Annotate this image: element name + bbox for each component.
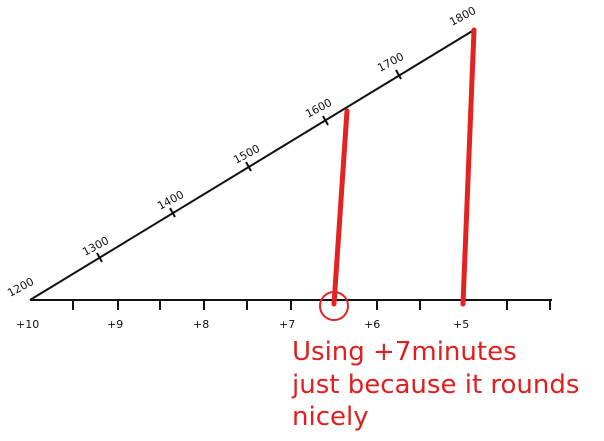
note-line-2: just because it rounds [291, 370, 579, 400]
note-line-3: nicely [292, 402, 369, 432]
baseline-ticks [72, 300, 551, 310]
diag-label-1800: 1800 [447, 4, 478, 29]
base-label-plus5: +5 [453, 318, 469, 331]
projection-line-1800 [460, 27, 477, 307]
diagonal-ticks [96, 69, 402, 263]
crossing-circle [319, 291, 349, 321]
base-label-plus6: +6 [364, 318, 380, 331]
base-label-plus9: +9 [107, 318, 123, 331]
base-label-plus8: +8 [193, 318, 209, 331]
diag-label-1700: 1700 [375, 50, 406, 75]
base-label-plus10: +10 [16, 318, 39, 331]
note-line-1: Using +7minutes [292, 337, 517, 367]
base-label-plus7: +7 [279, 318, 295, 331]
diag-label-1200: 1200 [5, 275, 36, 300]
diagonal-scale-line [29, 29, 475, 301]
diag-label-1300: 1300 [80, 234, 111, 259]
projection-line-1600 [331, 108, 350, 307]
